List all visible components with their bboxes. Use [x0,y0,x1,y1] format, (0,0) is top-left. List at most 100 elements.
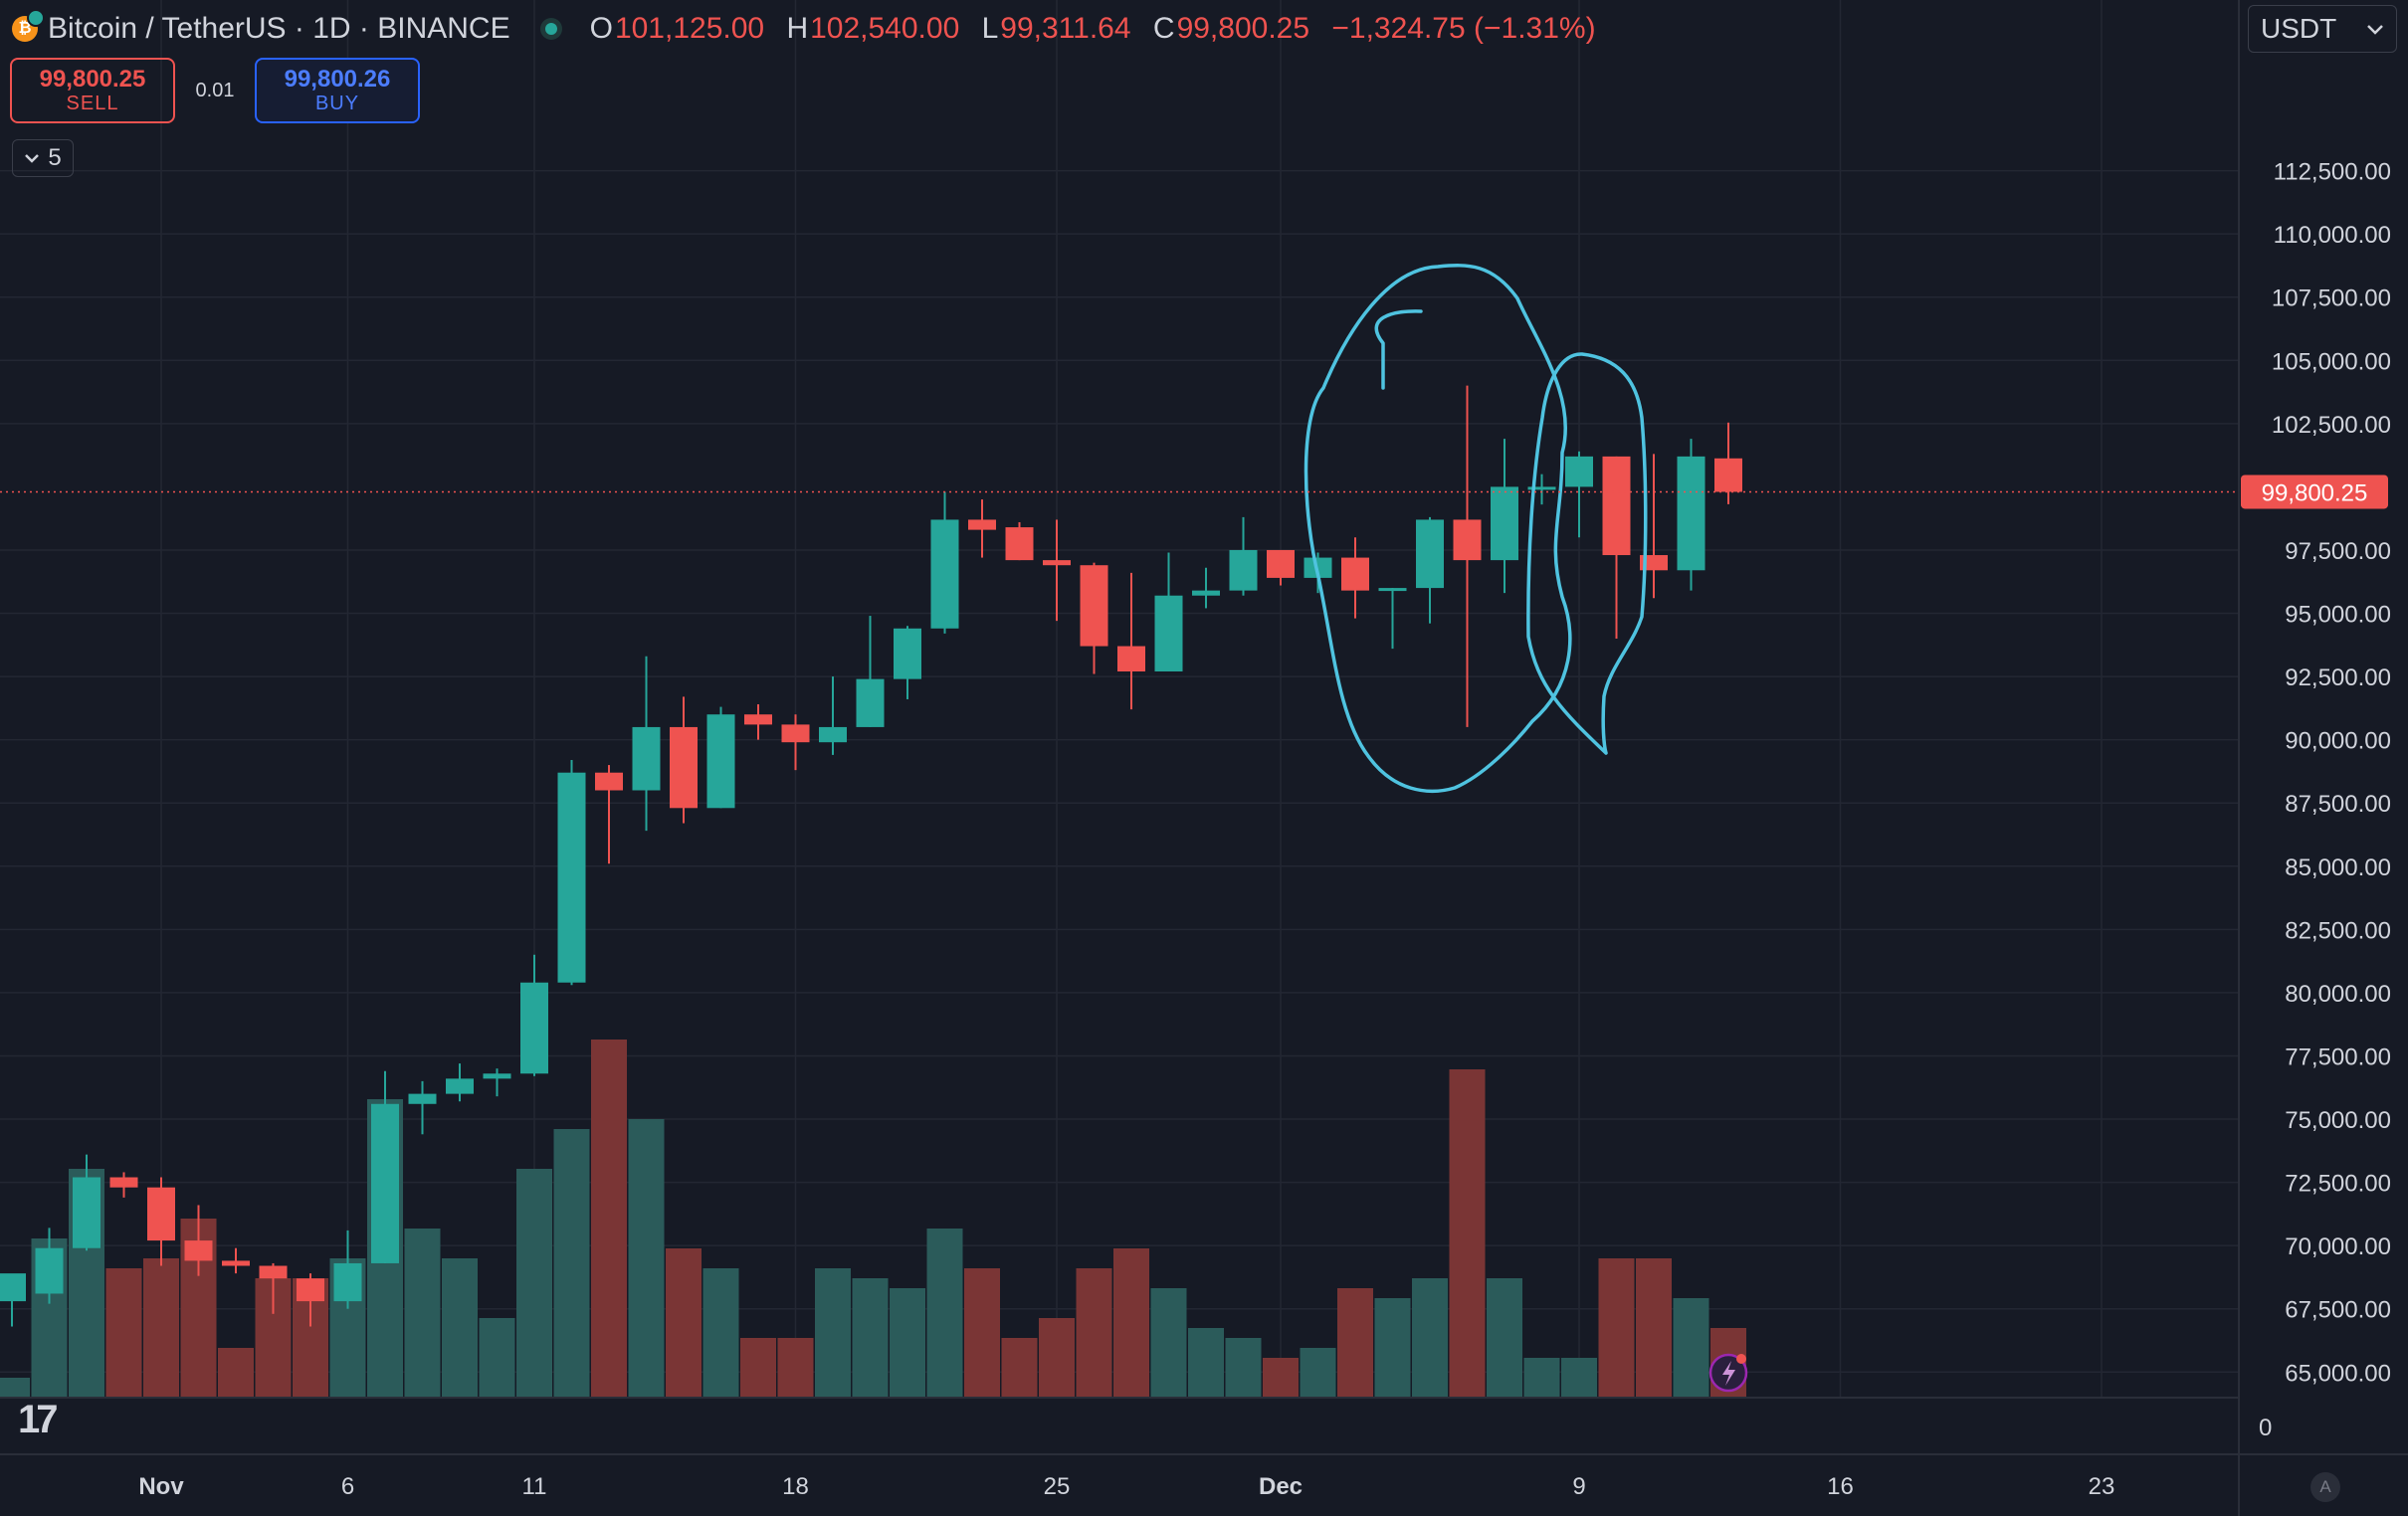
volume-bar [553,1129,590,1398]
x-tick-label: 6 [341,1473,354,1500]
lightning-icon-bolt [1722,1361,1735,1386]
y-tick-label: 85,000.00 [2285,854,2391,881]
candle-body [1378,588,1407,592]
x-tick-label: 9 [1572,1473,1585,1500]
candle-body [333,1262,362,1302]
candle-body [1154,595,1183,671]
buy-button[interactable]: 99,800.26 BUY [255,58,420,123]
volume-bar [1374,1298,1411,1398]
candle-body [222,1260,250,1266]
volume-axis-label: 0 [2259,1415,2272,1441]
volume-bar [516,1169,552,1398]
ohlc-legend: O101,125.00 H102,540.00 L99,311.64 C99,8… [589,12,1596,45]
volume-bar [1188,1328,1224,1398]
volume-bar [0,1378,30,1398]
x-tick-label: 16 [1827,1473,1854,1500]
y-tick-label: 87,500.00 [2285,791,2391,818]
volume-bar [1076,1268,1112,1398]
volume-bar [1598,1258,1635,1398]
x-tick-label: Nov [138,1473,184,1500]
y-tick-label: 90,000.00 [2285,728,2391,755]
indicators-count: 5 [48,144,62,171]
volume-bar [1673,1298,1709,1398]
volume-bar [218,1348,254,1398]
sell-button[interactable]: 99,800.25 SELL [10,58,175,123]
candle-body [371,1103,399,1263]
volume-bar [105,1268,142,1398]
volume-bars [0,1040,1746,1398]
candle-body [297,1278,324,1302]
y-tick-label: 67,500.00 [2285,1297,2391,1324]
candle-body [520,982,548,1074]
candle-body [1267,549,1295,578]
candle-body [446,1078,474,1094]
lightning-icon-dot [1736,1354,1746,1364]
tradingview-logo[interactable]: 17 [18,1398,58,1441]
candle-body [1192,590,1220,596]
y-tick-label: 82,500.00 [2285,917,2391,944]
candle-body [706,714,735,809]
indicators-toggle[interactable]: 5 [12,139,74,177]
candle-body [744,714,772,725]
volume-bar [1113,1248,1149,1398]
x-tick-label: 18 [782,1473,809,1500]
candle-body [557,772,586,983]
market-status-icon[interactable] [539,18,562,40]
candle-body [595,772,623,791]
candle-body [1005,527,1034,561]
price-tag-label: 99,800.25 [2262,479,2368,506]
sell-price: 99,800.25 [39,65,146,93]
y-tick-label: 92,500.00 [2285,664,2391,691]
volume-bar [815,1268,851,1398]
volume-bar [926,1229,963,1398]
annotation-loop-right [1526,352,1648,755]
candle-body [184,1240,213,1261]
candle-body [259,1265,288,1279]
ohlc-close: 99,800.25 [1176,12,1310,45]
volume-bar [591,1040,627,1398]
volume-bar [1150,1288,1187,1398]
x-tick-label: 25 [1044,1473,1071,1500]
candle-body [930,519,959,629]
candles [0,385,1742,1327]
volume-bar [1412,1278,1448,1398]
volume-bar [1225,1338,1262,1398]
candle-body [109,1177,138,1188]
y-tick-label: 70,000.00 [2285,1233,2391,1260]
y-tick-label: 110,000.00 [2274,222,2391,249]
volume-bar [890,1288,925,1398]
volume-bar [479,1318,515,1398]
x-tick-label: 11 [522,1473,547,1500]
volume-bar [1039,1318,1075,1398]
volume-bar [852,1278,889,1398]
volume-bar [1337,1288,1373,1398]
volume-bar [1487,1278,1522,1398]
candle-body [670,726,698,809]
candle-body [1677,456,1706,571]
auto-scale-button[interactable]: A [2310,1472,2340,1502]
volume-bar [1523,1358,1560,1398]
drawing-annotation[interactable] [1304,264,1648,794]
lightning-icon [1708,1353,1748,1393]
chevron-down-icon [25,154,40,163]
candle-body [968,519,996,530]
price-tag [2241,474,2388,509]
current-price-line: 99,800.25 [0,474,2388,509]
currency-select[interactable]: USDT [2248,5,2397,53]
candle-body [1602,456,1631,556]
grid [0,0,2239,1398]
candle-body [1416,519,1444,589]
currency-value: USDT [2261,13,2337,44]
ohlc-low: 99,311.64 [1000,12,1131,45]
candle-body [1117,646,1145,671]
candle-body [894,628,921,679]
volume-bar [1636,1258,1672,1398]
volume-bar [702,1268,739,1398]
symbol-header: ₿ Bitcoin / TetherUS · 1D · BINANCE O101… [0,0,1610,58]
volume-bar [404,1229,441,1398]
y-tick-label: 80,000.00 [2285,981,2391,1008]
symbol-title[interactable]: Bitcoin / TetherUS · 1D · BINANCE [48,12,510,45]
candle-body [1714,458,1742,492]
volume-bar [1561,1358,1597,1398]
